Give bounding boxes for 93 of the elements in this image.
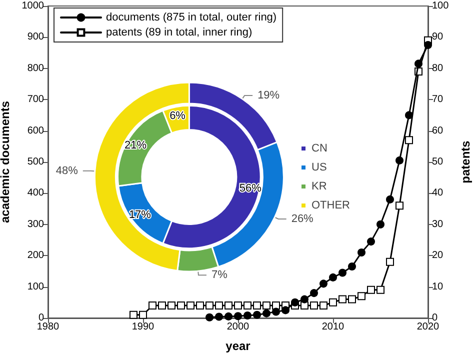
data-label: 21% bbox=[124, 139, 147, 152]
y-tick-label: 700 bbox=[27, 94, 44, 106]
point bbox=[186, 302, 194, 310]
y-tick-label: 1000 bbox=[22, 0, 44, 12]
point bbox=[139, 310, 147, 319]
x-axis-title: year bbox=[226, 339, 251, 353]
y-tick-label: 400 bbox=[27, 188, 44, 199]
point bbox=[148, 302, 156, 310]
x-tick-label: 1990 bbox=[132, 322, 155, 332]
point bbox=[224, 312, 232, 320]
y-tick-label: 0 bbox=[38, 312, 44, 324]
point bbox=[396, 156, 404, 164]
y-tick-label: 300 bbox=[27, 218, 44, 230]
point bbox=[206, 302, 214, 310]
legend-label: documents (875 in total, outer ring) bbox=[106, 12, 277, 24]
point bbox=[405, 136, 413, 144]
point bbox=[177, 302, 185, 310]
point bbox=[253, 310, 261, 319]
point bbox=[358, 248, 366, 256]
y-tick-label: 100 bbox=[27, 281, 44, 292]
y2-tick-label: 70 bbox=[432, 94, 444, 106]
point bbox=[244, 302, 252, 310]
point bbox=[367, 238, 375, 246]
data-label: 48% bbox=[56, 164, 78, 177]
point bbox=[244, 312, 252, 320]
point bbox=[405, 111, 413, 120]
y2-tick-label: 0 bbox=[432, 312, 438, 324]
point bbox=[300, 295, 308, 304]
y2-tick-label: 90 bbox=[432, 32, 444, 43]
data-label: 7% bbox=[211, 269, 228, 282]
point bbox=[320, 280, 328, 288]
point bbox=[272, 308, 280, 316]
y-tick-label: 600 bbox=[27, 125, 44, 136]
legend-label: US bbox=[312, 162, 327, 174]
point bbox=[386, 195, 394, 204]
y-tick-label: 200 bbox=[27, 250, 44, 262]
point bbox=[376, 286, 384, 294]
y-tick-label: 500 bbox=[27, 156, 44, 168]
point bbox=[320, 302, 328, 310]
point bbox=[338, 295, 346, 304]
legend-label: CN bbox=[312, 142, 328, 154]
point bbox=[348, 262, 356, 271]
point bbox=[358, 292, 366, 300]
x-tick-label: 1980 bbox=[36, 322, 60, 332]
y-tick-label: 800 bbox=[27, 62, 44, 74]
point bbox=[168, 302, 176, 310]
point bbox=[262, 302, 270, 310]
point bbox=[196, 302, 204, 310]
point bbox=[253, 302, 261, 310]
legend-label: KR bbox=[312, 180, 327, 192]
point bbox=[291, 298, 299, 306]
point bbox=[348, 295, 356, 304]
legend-label: patents (89 in total, inner ring) bbox=[106, 26, 252, 38]
y2-axis-title: patents bbox=[458, 140, 473, 184]
point bbox=[215, 312, 223, 321]
point bbox=[234, 312, 242, 320]
point bbox=[376, 220, 384, 228]
point bbox=[282, 306, 290, 314]
y2-tick-label: 80 bbox=[432, 62, 444, 74]
data-label: 17% bbox=[128, 209, 152, 222]
point bbox=[414, 60, 422, 68]
point bbox=[367, 286, 375, 294]
point bbox=[424, 41, 432, 49]
data-label: 26% bbox=[291, 212, 314, 225]
point bbox=[396, 202, 404, 210]
legend-label: OTHER bbox=[312, 200, 350, 212]
y2-tick-label: 40 bbox=[432, 188, 444, 199]
point bbox=[158, 302, 166, 310]
point bbox=[215, 302, 223, 310]
y2-tick-label: 100 bbox=[432, 0, 450, 12]
point bbox=[310, 302, 318, 310]
x-tick-label: 2010 bbox=[322, 322, 345, 332]
point bbox=[224, 302, 232, 310]
point bbox=[206, 313, 214, 322]
y2-tick-label: 10 bbox=[432, 281, 444, 292]
point bbox=[234, 302, 242, 310]
y2-tick-label: 20 bbox=[432, 250, 444, 262]
point bbox=[262, 309, 270, 318]
point bbox=[329, 298, 337, 306]
y2-tick-label: 30 bbox=[432, 218, 444, 230]
y-axis-title: academic documents bbox=[0, 100, 12, 224]
x-tick-label: 2000 bbox=[226, 322, 250, 332]
y2-tick-label: 50 bbox=[432, 156, 444, 168]
point bbox=[338, 268, 346, 277]
point bbox=[386, 258, 394, 266]
point bbox=[329, 273, 337, 282]
point bbox=[130, 310, 138, 319]
x-tick-label: 2020 bbox=[416, 322, 440, 332]
y-tick-label: 900 bbox=[27, 32, 44, 43]
point bbox=[310, 289, 318, 298]
y2-tick-label: 60 bbox=[432, 125, 444, 136]
data-label: 19% bbox=[258, 90, 280, 102]
data-label: 6% bbox=[170, 110, 186, 122]
